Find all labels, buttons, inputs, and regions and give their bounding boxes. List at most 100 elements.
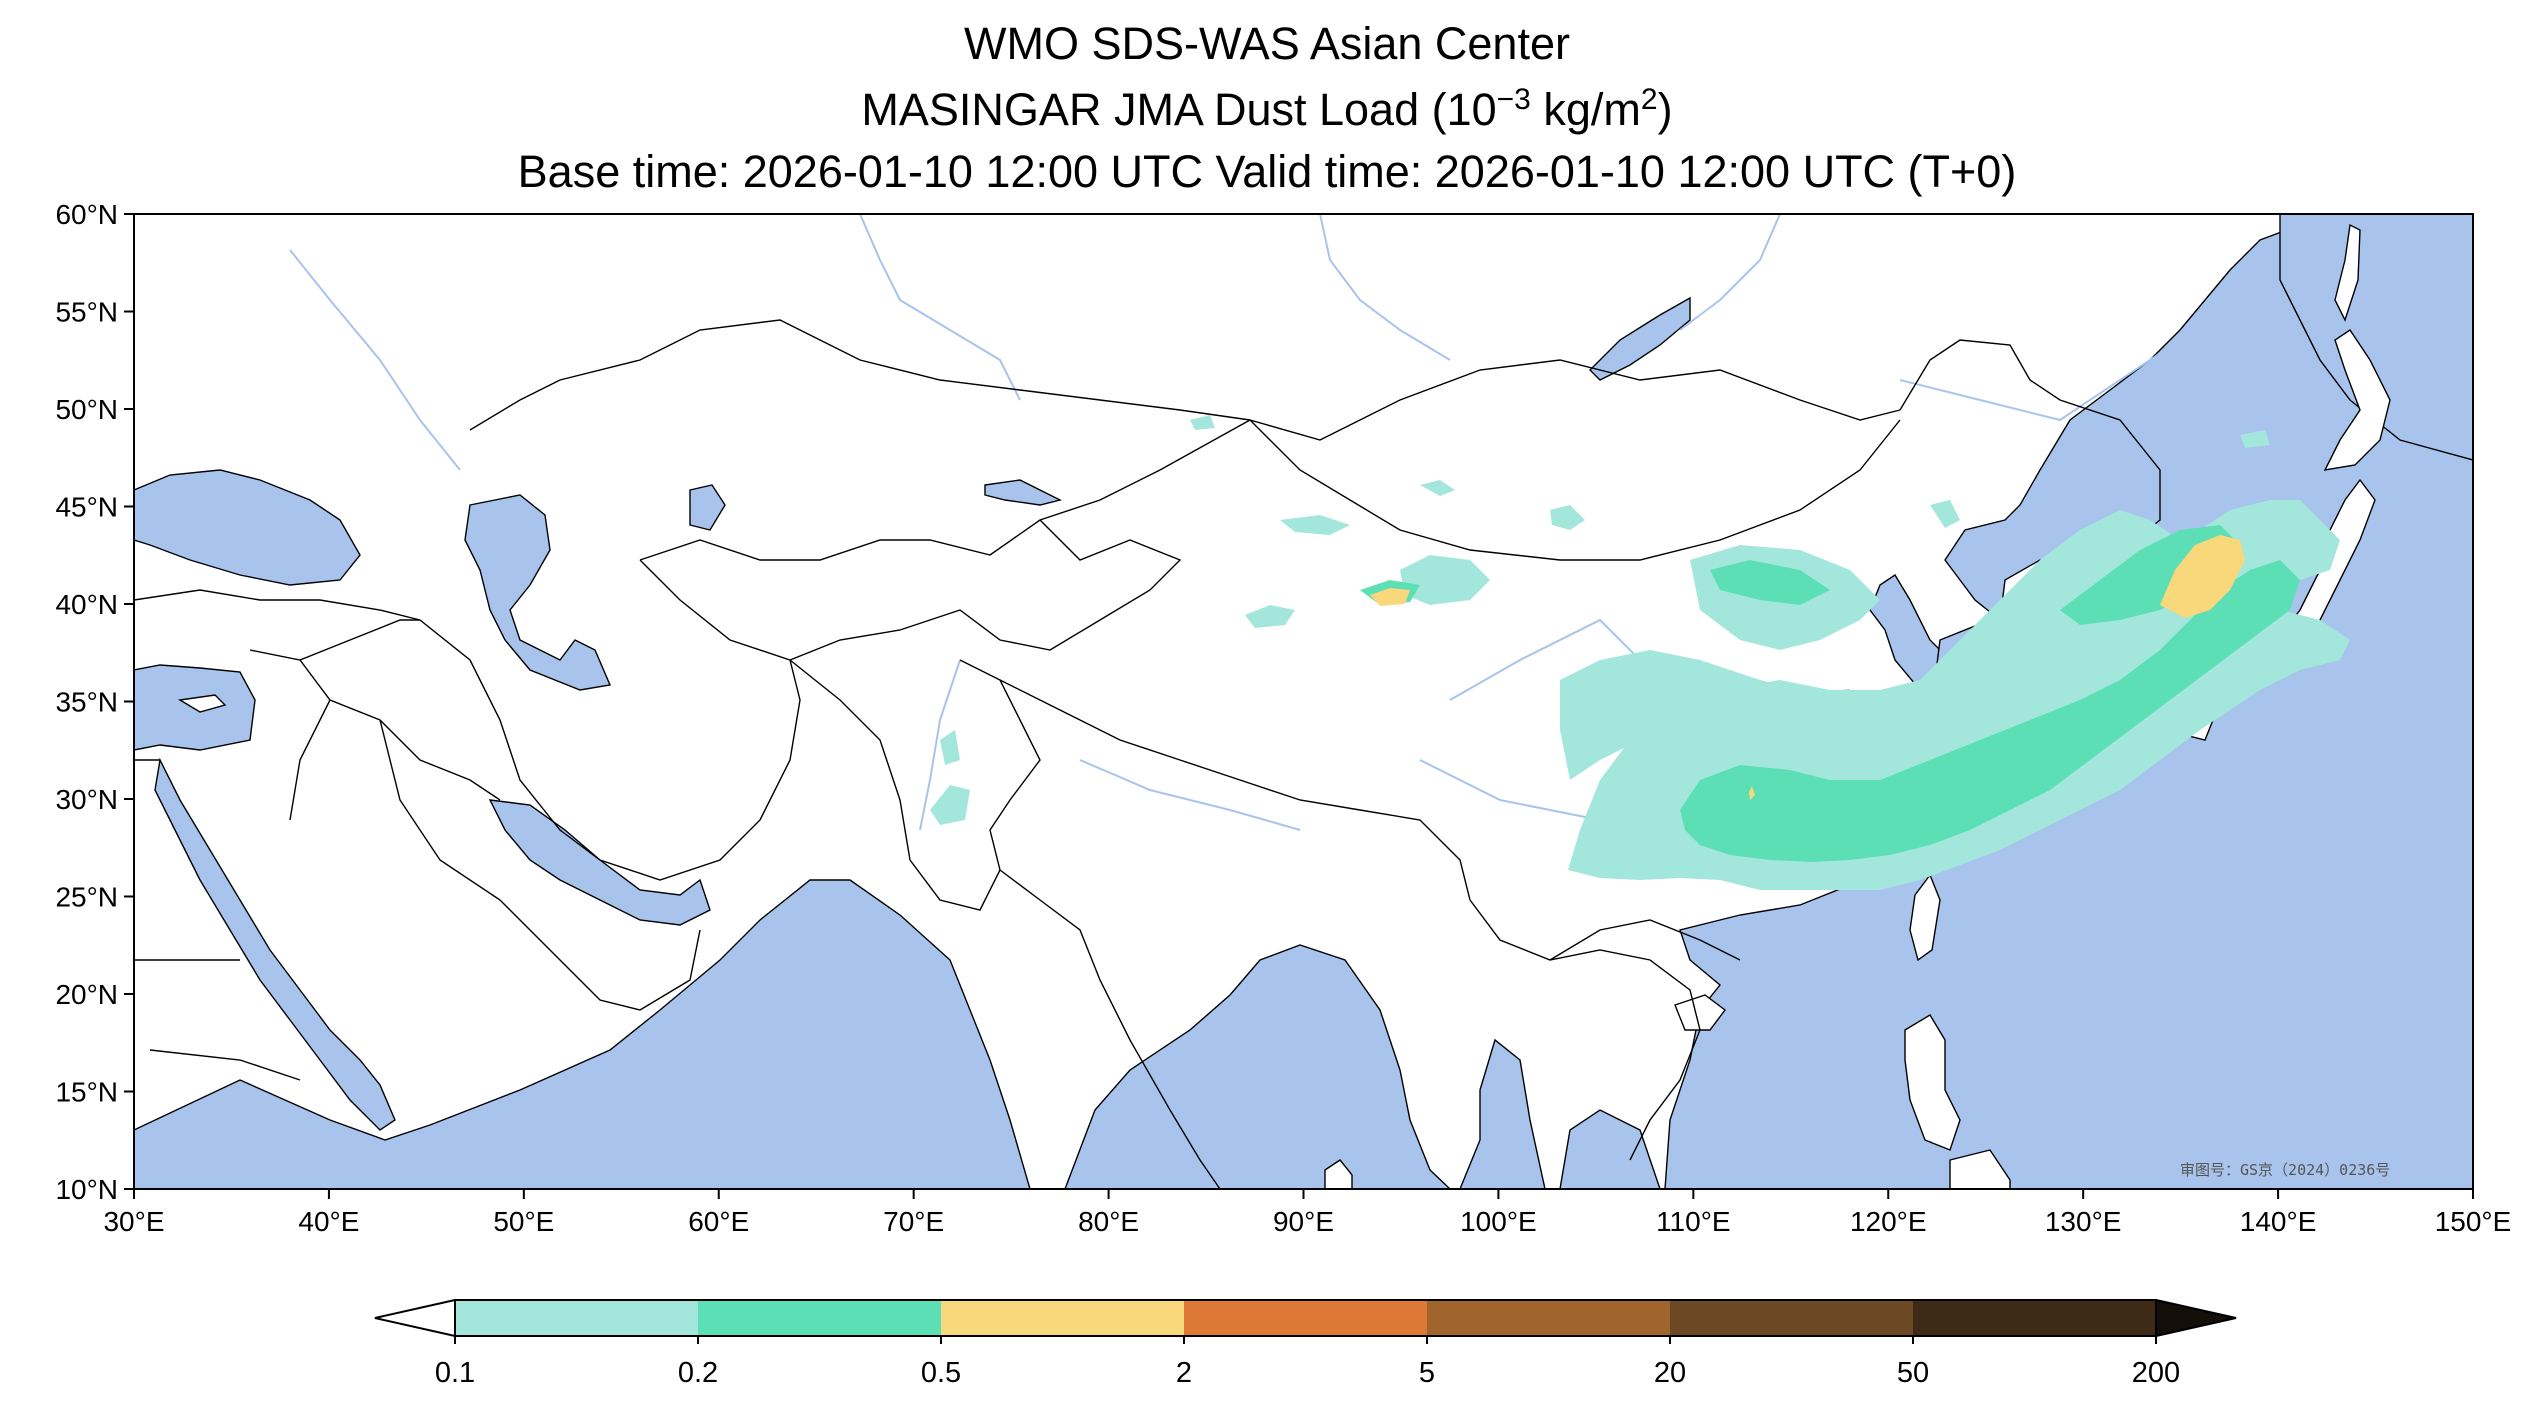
colorbar: 0.1 0.2 0.5 2 5 20 50 200 bbox=[374, 1298, 2237, 1389]
border-afghanistan-pakistan bbox=[789, 659, 1041, 911]
bay-of-bengal bbox=[1064, 944, 1452, 1189]
cyprus bbox=[177, 694, 227, 713]
colorbar-over-extension bbox=[2155, 1298, 2237, 1338]
x-tick-label: 30°E bbox=[103, 1206, 164, 1237]
red-sea bbox=[154, 757, 396, 1131]
y-tick-label: 35°N bbox=[55, 687, 118, 718]
colorbar-segment bbox=[698, 1300, 942, 1336]
border-africa bbox=[134, 759, 301, 1081]
x-tick-label: 40°E bbox=[298, 1206, 359, 1237]
border-russia-mongolia bbox=[1249, 359, 1901, 441]
x-tick-label: 130°E bbox=[2045, 1206, 2122, 1237]
y-tick-label: 60°N bbox=[55, 199, 118, 230]
title-prefix: MASINGAR JMA Dust Load (10 bbox=[861, 84, 1497, 135]
x-axis: 30°E 40°E 50°E 60°E 70°E 80°E 90°E 100°E 110°E 12… bbox=[103, 1189, 2511, 1237]
border-china-vietnam bbox=[1549, 919, 1741, 961]
sea-of-okhotsk bbox=[2279, 214, 2473, 461]
luzon-island bbox=[1904, 1014, 1961, 1151]
colorbar-segment bbox=[1670, 1300, 1914, 1336]
colorbar-segment bbox=[941, 1300, 1185, 1336]
border-india-south bbox=[999, 869, 1221, 1189]
y-tick-label: 40°N bbox=[55, 589, 118, 620]
colorbar-tick-label: 20 bbox=[1654, 1357, 1686, 1389]
colorbar-tick-label: 0.1 bbox=[435, 1357, 475, 1389]
hainan-island bbox=[1674, 994, 1726, 1031]
x-tick-label: 120°E bbox=[1850, 1206, 1927, 1237]
y-tick-label: 20°N bbox=[55, 979, 118, 1010]
x-tick-label: 80°E bbox=[1078, 1206, 1139, 1237]
border-mongolia-china bbox=[1249, 419, 1901, 561]
river-ganges bbox=[1079, 759, 1301, 831]
caspian-sea bbox=[464, 494, 611, 691]
dust-level-0-5 bbox=[1370, 535, 2245, 800]
colorbar-under-extension bbox=[374, 1298, 456, 1338]
colorbar-segment bbox=[1184, 1300, 1428, 1336]
philippines-south bbox=[1949, 1149, 2011, 1189]
border-iran bbox=[419, 619, 801, 881]
japan-hokkaido bbox=[2323, 329, 2391, 471]
colorbar-frame bbox=[454, 1299, 2157, 1337]
title-unit: kg/m bbox=[1530, 84, 1641, 135]
border-southeast-asia bbox=[1469, 899, 1701, 1161]
y-tick-label: 10°N bbox=[55, 1174, 118, 1205]
border-india-china bbox=[999, 679, 1471, 901]
map-body: 审图号：GS京（2024）0236号 bbox=[134, 214, 2473, 1189]
map-title-line-3: Base time: 2026-01-10 12:00 UTC Valid ti… bbox=[517, 146, 2017, 197]
x-tick-label: 70°E bbox=[883, 1206, 944, 1237]
title-unit-exponent: 2 bbox=[1640, 83, 1658, 116]
aral-sea bbox=[689, 484, 726, 531]
x-tick-label: 110°E bbox=[1656, 1206, 1731, 1237]
y-axis: 10°N 15°N 20°N 25°N 30°N 35°N 40°N 45°N 50°N 55°N… bbox=[55, 199, 134, 1205]
border-russia-kazakhstan bbox=[469, 319, 1251, 431]
colorbar-tick-label: 200 bbox=[2132, 1357, 2180, 1389]
map-title-line-2: MASINGAR JMA Dust Load (10−3 kg/m2) bbox=[0, 82, 2534, 138]
y-tick-label: 15°N bbox=[55, 1077, 118, 1108]
x-tick-label: 140°E bbox=[2240, 1206, 2317, 1237]
colorbar-segment bbox=[1913, 1300, 2157, 1336]
colorbar-tick-label: 5 bbox=[1419, 1357, 1435, 1389]
x-tick-label: 60°E bbox=[688, 1206, 749, 1237]
colorbar-tick-label: 2 bbox=[1176, 1357, 1192, 1389]
title-suffix: ) bbox=[1657, 84, 1673, 135]
border-kazakhstan-south bbox=[639, 419, 1251, 561]
andaman-sea bbox=[1459, 1038, 1546, 1189]
river-lena bbox=[1679, 214, 1781, 331]
y-tick-label: 50°N bbox=[55, 394, 118, 425]
colorbar-tick-label: 50 bbox=[1897, 1357, 1929, 1389]
x-tick-label: 50°E bbox=[493, 1206, 554, 1237]
arabian-sea bbox=[134, 879, 1031, 1189]
lake-balkhash bbox=[984, 479, 1063, 506]
dust-load-field bbox=[930, 415, 2350, 890]
river-volga bbox=[289, 249, 461, 471]
river-amur bbox=[1899, 339, 2181, 422]
colorbar-segment bbox=[455, 1300, 699, 1336]
y-tick-label: 30°N bbox=[55, 784, 118, 815]
border-middle-east bbox=[249, 619, 501, 901]
colorbar-tick-label: 0.5 bbox=[921, 1357, 961, 1389]
border-turkey bbox=[134, 589, 421, 621]
approval-number: 审图号：GS京（2024）0236号 bbox=[2180, 1161, 2390, 1179]
sri-lanka bbox=[1324, 1159, 1353, 1189]
map-title-line-1: WMO SDS-WAS Asian Center bbox=[964, 18, 1570, 69]
black-sea bbox=[134, 469, 361, 586]
river-yenisei bbox=[1319, 214, 1451, 361]
colorbar-segment bbox=[1427, 1300, 1671, 1336]
colorbar-tick-label: 0.2 bbox=[678, 1357, 718, 1389]
country-borders bbox=[134, 319, 2161, 1189]
x-tick-label: 90°E bbox=[1273, 1206, 1334, 1237]
y-tick-label: 55°N bbox=[55, 297, 118, 328]
y-tick-label: 25°N bbox=[55, 882, 118, 913]
border-arabia bbox=[499, 899, 701, 1011]
y-tick-label: 45°N bbox=[55, 492, 118, 523]
x-tick-label: 150°E bbox=[2435, 1206, 2512, 1237]
border-central-asia bbox=[639, 519, 1182, 661]
x-tick-label: 100°E bbox=[1460, 1206, 1537, 1237]
lake-baikal bbox=[1589, 296, 1691, 381]
gulf-of-thailand bbox=[1559, 1109, 1661, 1189]
title-exponent: −3 bbox=[1496, 83, 1531, 116]
river-ob bbox=[859, 214, 1021, 401]
river-indus bbox=[919, 659, 961, 831]
persian-gulf bbox=[488, 799, 711, 926]
sakhalin bbox=[2334, 223, 2361, 322]
